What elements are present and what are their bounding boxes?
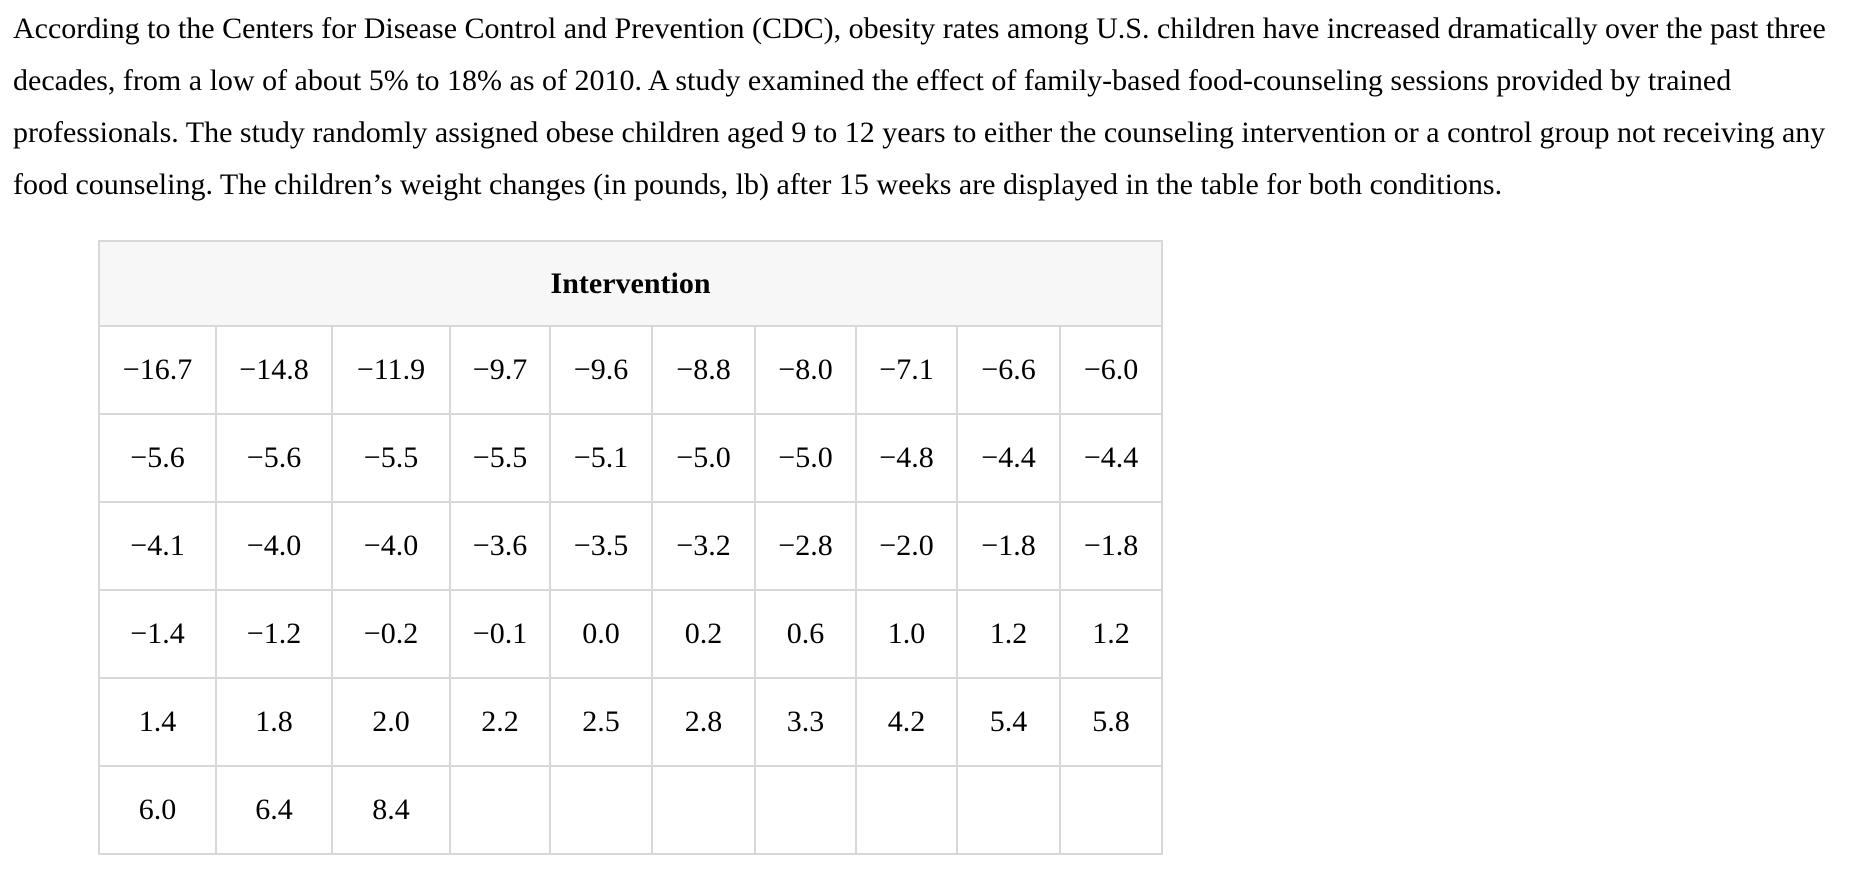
table-cell: −8.0 <box>754 325 857 415</box>
table-cell: 5.4 <box>956 677 1061 767</box>
table-cell: −6.0 <box>1058 325 1164 415</box>
table-cell: −0.1 <box>449 589 551 679</box>
table-cell: −1.8 <box>1058 501 1164 591</box>
table-cell <box>549 765 653 855</box>
table-cell: −5.0 <box>754 413 857 503</box>
table-cell <box>1058 765 1164 855</box>
table-cell <box>754 765 857 855</box>
table-cell: −5.0 <box>651 413 756 503</box>
table-cell: 3.3 <box>754 677 857 767</box>
table-cell <box>855 765 958 855</box>
table-cell: 6.0 <box>98 765 217 855</box>
table-cell: −5.1 <box>549 413 653 503</box>
table-cell: −5.6 <box>215 413 333 503</box>
table-row: 1.4 1.8 2.0 2.2 2.5 2.8 3.3 4.2 5.4 5.8 <box>98 677 1164 767</box>
table-cell: −16.7 <box>98 325 217 415</box>
table-cell: −9.7 <box>449 325 551 415</box>
table-cell: 6.4 <box>215 765 333 855</box>
table-cell <box>956 765 1061 855</box>
table-row: 6.0 6.4 8.4 <box>98 765 1164 855</box>
table-cell: −1.4 <box>98 589 217 679</box>
table-cell: 2.5 <box>549 677 653 767</box>
table-cell: −1.8 <box>956 501 1061 591</box>
table-cell: −4.4 <box>956 413 1061 503</box>
table-cell: −4.0 <box>331 501 451 591</box>
table-row: −1.4 −1.2 −0.2 −0.1 0.0 0.2 0.6 1.0 1.2 1.2 <box>98 589 1164 679</box>
table-row: −5.6 −5.6 −5.5 −5.5 −5.1 −5.0 −5.0 −4.8 −4.4 −4.4 <box>98 413 1164 503</box>
table-cell: −4.4 <box>1058 413 1164 503</box>
table-cell: 4.2 <box>855 677 958 767</box>
table-cell: 0.0 <box>549 589 653 679</box>
table-cell: 0.6 <box>754 589 857 679</box>
table-cell: 1.2 <box>956 589 1061 679</box>
table-cell: −2.8 <box>754 501 857 591</box>
problem-statement: According to the Centers for Disease Con… <box>13 12 1826 201</box>
table-cell: 2.0 <box>331 677 451 767</box>
table-cell: 2.8 <box>651 677 756 767</box>
table-cell: 1.0 <box>855 589 958 679</box>
table-cell: −14.8 <box>215 325 333 415</box>
table-title-intervention: Intervention <box>97 240 1164 327</box>
table-cell: −5.6 <box>98 413 217 503</box>
table-cell: −5.5 <box>449 413 551 503</box>
table-cell: −2.0 <box>855 501 958 591</box>
table-cell <box>651 765 756 855</box>
table-cell: −3.5 <box>549 501 653 591</box>
table-header-row: Intervention <box>97 240 1164 327</box>
table-cell: −11.9 <box>331 325 451 415</box>
table-cell: −4.8 <box>855 413 958 503</box>
table-cell: −3.2 <box>651 501 756 591</box>
table-row: −16.7 −14.8 −11.9 −9.7 −9.6 −8.8 −8.0 −7.1 −6.6−… <box>98 325 1164 415</box>
table-cell: −4.0 <box>215 501 333 591</box>
table-cell: −3.6 <box>449 501 551 591</box>
table-cell: −4.1 <box>98 501 217 591</box>
table-cell <box>449 765 551 855</box>
table-cell: −1.2 <box>215 589 333 679</box>
table-cell: 1.8 <box>215 677 333 767</box>
table-cell: 8.4 <box>331 765 451 855</box>
table-body: −16.7 −14.8 −11.9 −9.7 −9.6 −8.8 −8.0 −7.1 −6.6−… <box>98 325 1164 855</box>
intervention-table: Intervention −16.7 −14.8 −11.9 −9.7 −9.6 −8.8… <box>97 240 1164 855</box>
table-cell: −8.8 <box>651 325 756 415</box>
table-cell: 5.8 <box>1058 677 1164 767</box>
table-cell: −7.1 <box>855 325 958 415</box>
table-row: −4.1 −4.0 −4.0 −3.6 −3.5 −3.2 −2.8 −2.0 −1.8 −1.8 <box>98 501 1164 591</box>
table-cell: 1.4 <box>98 677 217 767</box>
table-cell: −9.6 <box>549 325 653 415</box>
table-cell: 2.2 <box>449 677 551 767</box>
table-cell: −6.6 <box>956 325 1061 415</box>
table-cell: 1.2 <box>1058 589 1164 679</box>
table-cell: 0.2 <box>651 589 756 679</box>
table-cell: −5.5 <box>331 413 451 503</box>
table-cell: −0.2 <box>331 589 451 679</box>
